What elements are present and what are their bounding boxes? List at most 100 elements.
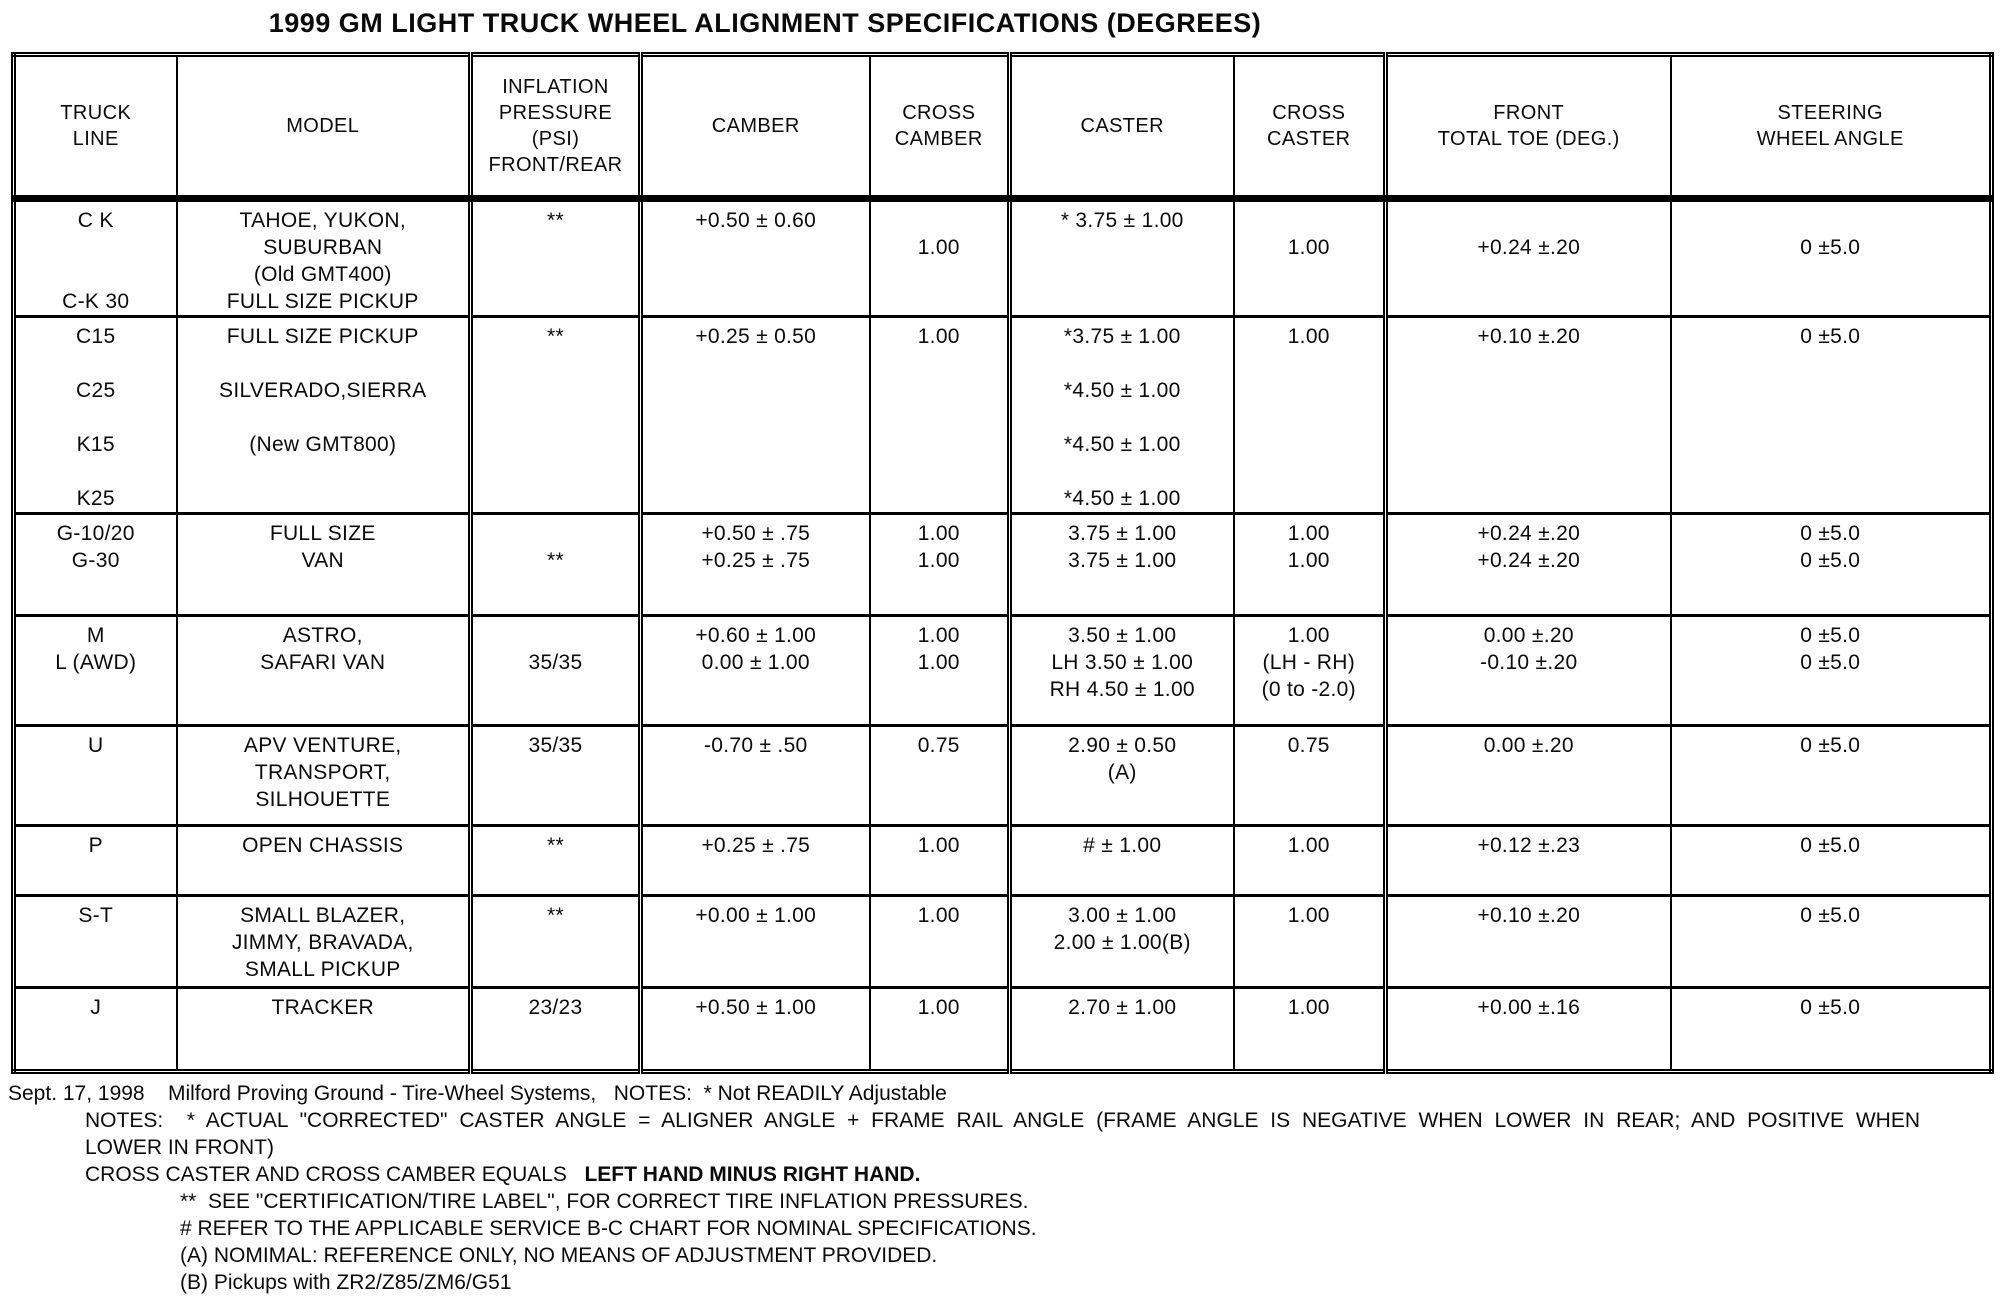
cell-line: # ± 1.00 <box>1083 834 1162 857</box>
cell-model: FULL SIZE VAN <box>175 512 471 616</box>
cell-line: SILVERADO,SIERRA <box>219 379 427 402</box>
column-header-truck-line: TRUCK LINE <box>13 54 177 202</box>
cell-line: 0 ±5.0 <box>1800 904 1861 927</box>
cell-line: 0.75 <box>1287 734 1330 757</box>
cell-front-total-toe: +0.12 ±.23 <box>1383 824 1671 896</box>
cell-cross-camber: 1.00 <box>868 315 1010 514</box>
cell-inflation-pressure: ** <box>468 198 641 317</box>
cell-line: 2.90 ± 0.50 <box>1068 734 1177 757</box>
footer-note-text: (A) NOMIMAL: REFERENCE ONLY, NO MEANS OF… <box>180 1244 938 1267</box>
cell-line: SILHOUETTE <box>255 788 391 811</box>
cell-truck-line: P <box>13 824 177 896</box>
cell-line: +0.10 ±.20 <box>1477 904 1581 927</box>
header-line: MODEL <box>286 115 360 137</box>
cell-line: ** <box>547 549 564 572</box>
footer-note-line: # REFER TO THE APPLICABLE SERVICE B-C CH… <box>0 1215 2002 1242</box>
cell-line: +0.50 ± 0.60 <box>695 209 817 232</box>
cell-line: 1.00 <box>917 904 960 927</box>
cell-line: +0.25 ± .75 <box>701 549 811 572</box>
header-line: CROSS <box>902 102 976 124</box>
cell-line: SAFARI VAN <box>260 651 386 674</box>
cell-cross-camber: 1.00 1.00 <box>868 512 1010 616</box>
cell-line: TAHOE, YUKON, <box>239 209 406 232</box>
cell-line: 3.75 ± 1.00 <box>1068 522 1177 545</box>
cell-camber: +0.50 ± 1.00 <box>638 986 870 1072</box>
cell-line: LH 3.50 ± 1.00 <box>1051 651 1194 674</box>
cell-line: 1.00 <box>1287 996 1330 1019</box>
header-line: FRONT <box>1493 102 1565 124</box>
cell-cross-caster: 1.00 <box>1232 824 1386 896</box>
cell-line: P <box>88 834 103 857</box>
cell-truck-line: C15 C25 K15 K25 <box>13 315 177 514</box>
cell-line: 1.00 <box>1287 236 1330 259</box>
cell-line: ** <box>547 904 564 927</box>
cell-camber: +0.50 ± 0.60 <box>638 198 870 317</box>
table-row: U APV VENTURE, TRANSPORT, SILHOUETTE 35/35 -0… <box>13 724 1992 826</box>
cell-line: 0.00 ± 1.00 <box>701 651 810 674</box>
header-line: CROSS <box>1272 102 1346 124</box>
cell-line: * 3.75 ± 1.00 <box>1060 209 1184 232</box>
cell-line: (A) <box>1107 761 1137 784</box>
cell-line: M <box>86 624 105 647</box>
cell-line: RH 4.50 ± 1.00 <box>1049 678 1195 701</box>
cell-inflation-pressure: ** <box>468 315 641 514</box>
cell-cross-caster: 1.00 (LH - RH) (0 to -2.0) <box>1232 614 1386 726</box>
cell-line: 1.00 <box>917 651 960 674</box>
cell-inflation-pressure: ** <box>468 894 641 988</box>
footer-note-line: ** SEE "CERTIFICATION/TIRE LABEL", FOR C… <box>0 1188 2002 1215</box>
cell-line: 1.00 <box>917 522 960 545</box>
table-row: J TRACKER 23/23 +0.50 ± 1.00 1.00 2.70 ± 1.00… <box>13 986 1992 1072</box>
cell-line: VAN <box>301 549 345 572</box>
cell-line <box>16 350 176 377</box>
cell-line: 3.75 ± 1.00 <box>1068 549 1177 572</box>
cell-cross-camber: 0.75 <box>868 724 1010 826</box>
footer-note-text: NOTES: * ACTUAL "CORRECTED" CASTER ANGLE… <box>85 1109 1920 1132</box>
cell-model: ASTRO, SAFARI VAN <box>175 614 471 726</box>
cell-line: C K <box>77 209 114 232</box>
cell-line: 35/35 <box>528 651 583 674</box>
header-line: TRUCK <box>60 102 132 124</box>
cell-line <box>16 458 176 485</box>
cell-line: 0.00 ±.20 <box>1483 734 1574 757</box>
cell-truck-line: S-T <box>13 894 177 988</box>
cell-line: 1.00 <box>1287 325 1330 348</box>
cell-front-total-toe: +0.10 ±.20 <box>1383 315 1671 514</box>
footer-note-text: (B) Pickups with ZR2/Z85/ZM6/G51 <box>180 1271 512 1294</box>
cell-inflation-pressure: 35/35 <box>468 724 641 826</box>
cell-line: 3.50 ± 1.00 <box>1068 624 1177 647</box>
cell-steering-wheel-angle: 0 ±5.0 <box>1669 724 1992 826</box>
cell-line: +0.12 ±.23 <box>1477 834 1581 857</box>
cell-line: +0.50 ± .75 <box>701 522 811 545</box>
cell-line: (Old GMT400) <box>253 263 392 286</box>
cell-line: (LH - RH) <box>1262 651 1356 674</box>
cell-line: 23/23 <box>528 996 583 1019</box>
cell-line: G-30 <box>71 549 120 572</box>
cell-model: FULL SIZE PICKUP SILVERADO,SIERRA (New GMT… <box>175 315 471 514</box>
cell-line: C15 <box>76 325 116 348</box>
cell-model: OPEN CHASSIS <box>175 824 471 896</box>
cell-cross-caster: 1.00 1.00 <box>1232 512 1386 616</box>
cell-line: G-10/20 <box>56 522 135 545</box>
header-line: LINE <box>72 128 119 150</box>
cell-steering-wheel-angle: 0 ±5.0 <box>1669 894 1992 988</box>
header-line: PRESSURE <box>498 102 613 124</box>
cell-line <box>1673 207 1990 234</box>
cell-line <box>179 350 469 377</box>
cell-line: ASTRO, <box>282 624 363 647</box>
cell-line: 0 ±5.0 <box>1800 325 1861 348</box>
cell-line: *3.75 ± 1.00 <box>1063 325 1181 348</box>
cell-line: ** <box>547 325 564 348</box>
cell-caster: 3.00 ± 1.00 2.00 ± 1.00(B) <box>1007 894 1234 988</box>
cell-line: 0 ±5.0 <box>1800 834 1861 857</box>
cell-line: +0.24 ±.20 <box>1477 236 1581 259</box>
cell-cross-caster: 1.00 <box>1232 315 1386 514</box>
footer-note-line: (B) Pickups with ZR2/Z85/ZM6/G51 <box>0 1269 2002 1296</box>
cell-cross-camber: 1.00 <box>868 986 1010 1072</box>
cell-line: L (AWD) <box>55 651 137 674</box>
cell-line: TRACKER <box>271 996 374 1019</box>
cell-camber: +0.25 ± .75 <box>638 824 870 896</box>
cell-model: APV VENTURE, TRANSPORT, SILHOUETTE <box>175 724 471 826</box>
cell-line: (New GMT800) <box>249 433 397 456</box>
cell-line: K25 <box>76 487 115 510</box>
header-line: CAMBER <box>894 128 983 150</box>
